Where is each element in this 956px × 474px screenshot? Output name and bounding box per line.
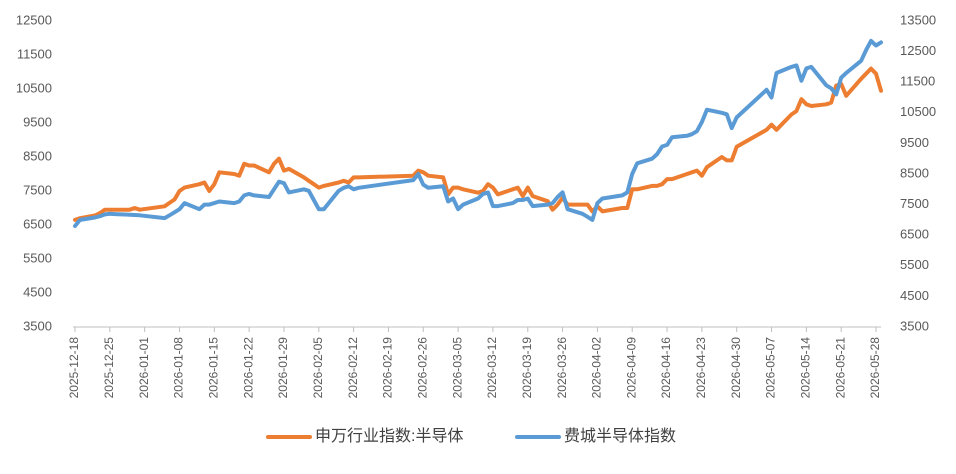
x-tick-label: 2025-12-25	[102, 337, 116, 399]
series-line	[73, 66, 883, 222]
x-tick-label: 2026-05-07	[764, 337, 778, 399]
x-tick-label: 2026-03-05	[450, 337, 464, 399]
x-tick-label: 2026-01-08	[172, 337, 186, 399]
x-tick-label: 2026-02-26	[415, 337, 429, 399]
x-tick-label: 2026-02-19	[381, 337, 395, 399]
x-tick-label: 2026-05-28	[868, 337, 882, 399]
x-tick-label: 2026-04-02	[590, 337, 604, 399]
y2-tick-label: 12500	[900, 43, 936, 58]
x-tick-label: 2025-12-18	[67, 337, 81, 399]
x-tick-label: 2026-02-12	[346, 337, 360, 399]
x-tick-label: 2026-04-23	[694, 337, 708, 399]
legend-label: 费城半导体指数	[564, 427, 676, 445]
legend-label: 申万行业指数:半导体	[315, 427, 463, 445]
y-tick-label: 4500	[23, 284, 52, 299]
x-tick-label: 2026-01-01	[137, 337, 151, 399]
x-tick-label: 2026-01-22	[241, 337, 255, 399]
x-tick-label: 2026-01-29	[276, 337, 290, 399]
y2-tick-label: 10500	[900, 104, 936, 119]
x-tick-label: 2026-05-21	[833, 337, 847, 399]
y2-tick-label: 8500	[900, 165, 929, 180]
x-tick-label: 2026-04-16	[659, 337, 673, 399]
y2-tick-label: 3500	[900, 318, 929, 333]
x-tick-label: 2026-03-26	[555, 337, 569, 399]
y-tick-label: 6500	[23, 216, 52, 231]
y-tick-label: 9500	[23, 114, 52, 129]
y2-tick-label: 13500	[900, 12, 936, 27]
y2-tick-label: 5500	[900, 257, 929, 272]
x-tick-label: 2026-02-05	[311, 337, 325, 399]
y2-tick-label: 9500	[900, 135, 929, 150]
legend-item: 费城半导体指数	[515, 427, 676, 445]
x-tick-label: 2026-03-12	[485, 337, 499, 399]
x-tick-label: 2026-04-09	[624, 337, 638, 399]
y-tick-label: 5500	[23, 250, 52, 265]
y-tick-label: 7500	[23, 182, 52, 197]
x-tick-label: 2026-04-30	[729, 337, 743, 399]
y-tick-label: 11500	[17, 46, 52, 61]
x-tick-label: 2026-03-19	[520, 337, 534, 399]
x-tick-label: 2026-05-14	[799, 337, 813, 399]
y2-tick-label: 11500	[900, 74, 935, 89]
y2-tick-label: 4500	[900, 288, 929, 303]
y-tick-label: 3500	[23, 318, 52, 333]
x-tick-label: 2026-01-15	[206, 337, 220, 399]
y2-tick-label: 7500	[900, 196, 929, 211]
y-tick-label: 10500	[16, 80, 52, 95]
y-tick-label: 12500	[16, 12, 52, 27]
legend-item: 申万行业指数:半导体	[266, 427, 463, 445]
y2-tick-label: 6500	[900, 227, 929, 242]
series-line	[73, 38, 883, 228]
y-tick-label: 8500	[23, 148, 52, 163]
